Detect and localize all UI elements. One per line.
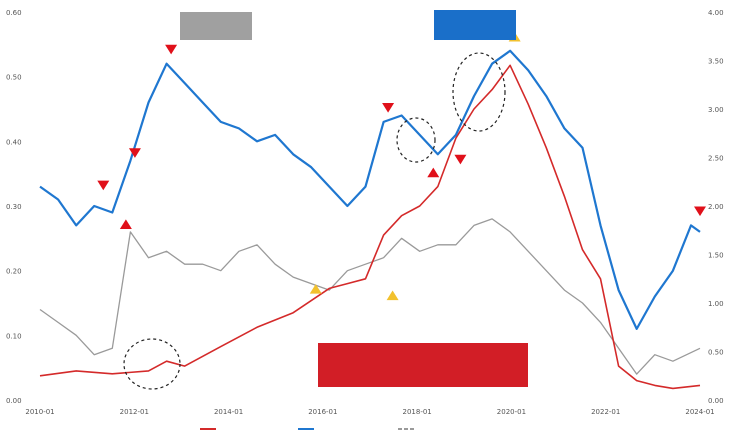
x-axis-tick-label: 2018-01	[403, 408, 432, 416]
x-axis-ticks: 2010-01 2012-01 2014-01 2016-01 2018-01 2020-…	[25, 408, 714, 416]
x-axis-tick-label: 2016-01	[308, 408, 337, 416]
triangle-marker	[694, 206, 706, 217]
x-axis-tick-label: 2010-01	[25, 408, 54, 416]
series-line-2	[39, 218, 701, 375]
left-axis-tick-label: 0.60	[6, 9, 22, 17]
annotation-box-gray	[180, 12, 252, 40]
x-axis-tick-label: 2020-01	[497, 408, 526, 416]
highlight-circle-3	[452, 52, 506, 132]
triangle-marker	[119, 219, 132, 229]
left-axis-tick-label: 0.10	[6, 332, 22, 340]
series-line-1	[39, 64, 701, 390]
right-axis-tick-label: 0.00	[708, 397, 724, 405]
triangle-marker	[382, 103, 395, 113]
series-layer	[39, 49, 701, 390]
right-axis-tick-label: 1.50	[708, 252, 724, 260]
right-axis-tick-label: 2.00	[708, 203, 724, 211]
x-axis-tick-label: 2012-01	[120, 408, 149, 416]
highlight-circle-1	[123, 338, 181, 390]
left-axis-tick-label: 0.50	[6, 74, 22, 82]
right-axis-tick-label: 0.50	[708, 349, 724, 357]
triangle-marker	[386, 290, 399, 301]
triangle-marker	[427, 167, 440, 178]
right-axis-tick-label: 2.50	[708, 155, 724, 163]
triangle-marker	[165, 44, 178, 55]
x-axis-tick-label: 2014-01	[214, 408, 243, 416]
x-axis-tick-label: 2024-01	[685, 408, 714, 416]
annotation-box-red	[318, 343, 528, 387]
annotation-box-blue	[434, 10, 516, 40]
triangle-marker	[454, 154, 467, 165]
right-axis-tick-label: 1.00	[708, 300, 724, 308]
right-axis-tick-label: 3.50	[708, 58, 724, 66]
left-axis-tick-label: 0.00	[6, 397, 22, 405]
highlight-circle-2	[396, 117, 436, 163]
series-line-0	[39, 49, 701, 330]
left-axis-tick-label: 0.30	[6, 203, 22, 211]
right-axis-tick-label: 3.00	[708, 106, 724, 114]
right-axis-tick-label: 4.00	[708, 9, 724, 17]
triangle-marker	[309, 284, 322, 294]
right-axis-ticks: 4.00 3.50 3.00 2.50 2.00 1.50 1.00 0.50 0.00	[708, 9, 724, 405]
triangle-marker	[128, 148, 141, 158]
triangle-marker	[97, 180, 110, 191]
left-axis-tick-label: 0.20	[6, 268, 22, 276]
x-axis-tick-label: 2022-01	[591, 408, 620, 416]
left-axis-tick-label: 0.40	[6, 138, 22, 146]
left-axis-ticks: 0.60 0.50 0.40 0.30 0.20 0.10 0.00	[6, 9, 22, 405]
